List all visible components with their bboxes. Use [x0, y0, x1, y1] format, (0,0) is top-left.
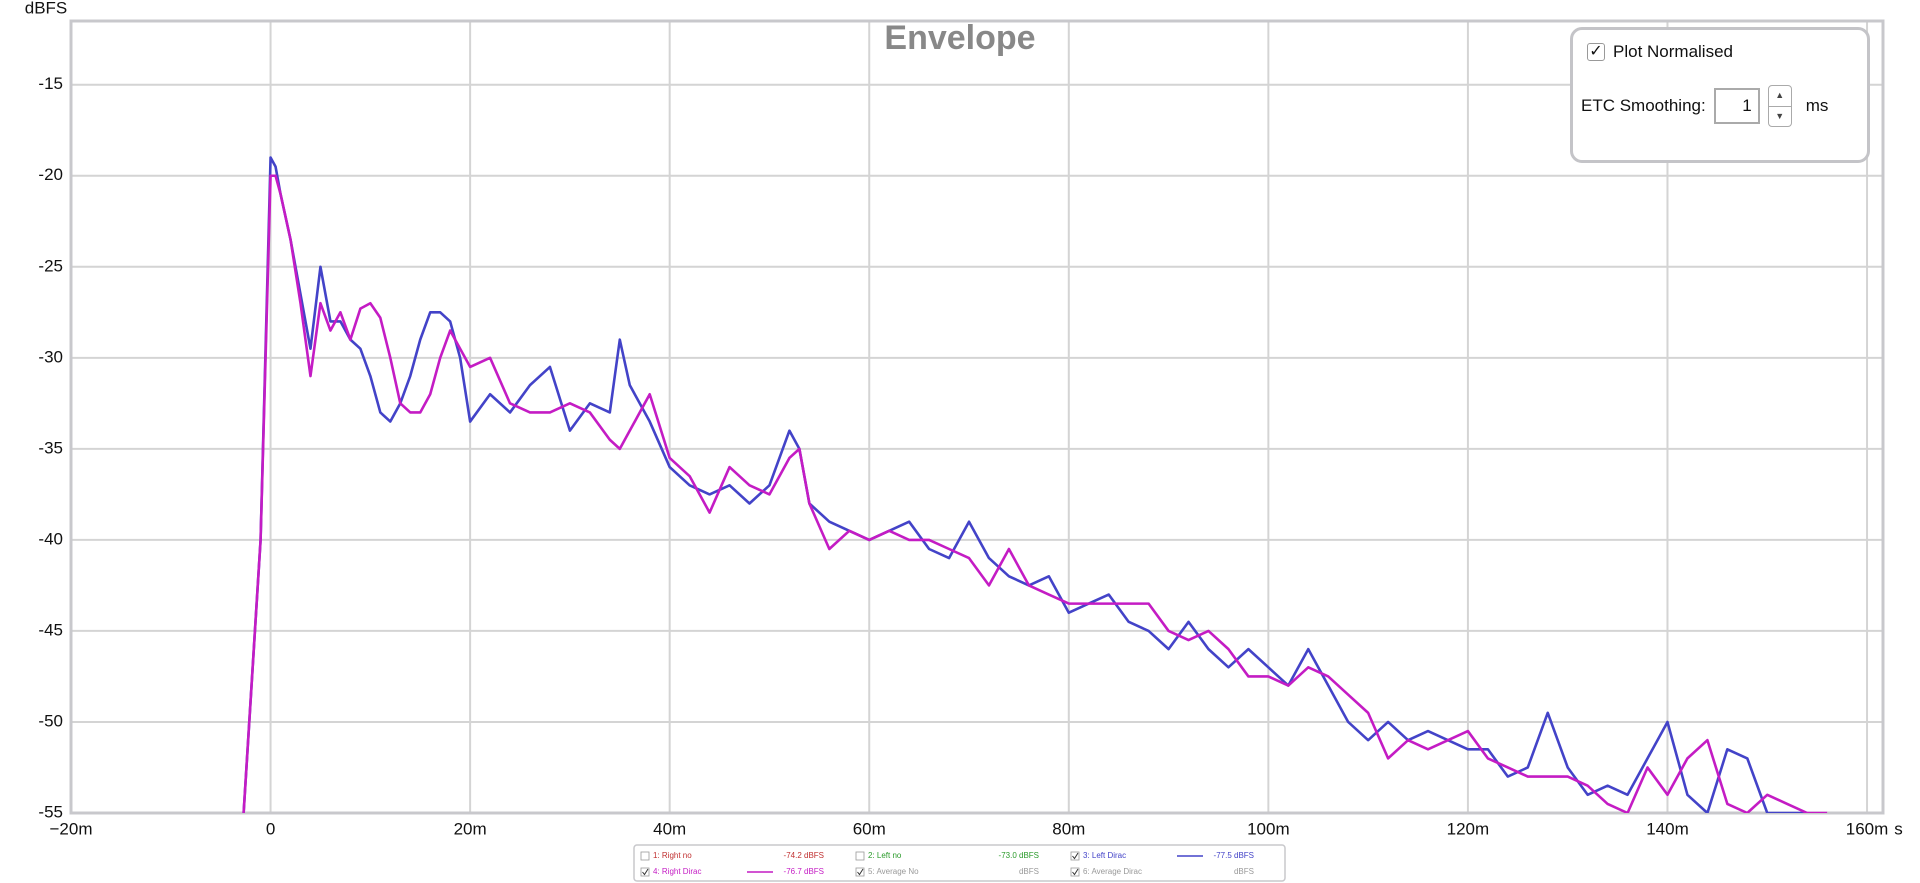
legend-check	[642, 868, 649, 876]
x-tick-label: 100m	[1247, 819, 1290, 838]
legend-checkbox[interactable]	[640, 867, 650, 877]
legend-checkbox[interactable]	[1070, 867, 1080, 877]
y-axis-label: dBFS	[25, 0, 68, 17]
legend-box	[633, 844, 1286, 882]
legend-label: 2: Left no	[868, 851, 902, 860]
plot-frame	[69, 19, 1885, 815]
y-tick-label: -20	[38, 165, 63, 184]
spinner[interactable]: ▲ ▼	[1767, 85, 1792, 127]
normalise-row: ✓ Plot Normalised	[1587, 42, 1733, 62]
x-tick-label: 80m	[1052, 819, 1085, 838]
y-tick-label: -45	[38, 620, 63, 639]
x-tick-label: 0	[266, 819, 275, 838]
legend-label: 6: Average Dirac	[1083, 867, 1142, 876]
legend-checkbox[interactable]	[855, 867, 865, 877]
legend-level: -73.0 dBFS	[999, 851, 1039, 860]
controls-panel: ✓ Plot Normalised ETC Smoothing: 1 ▲ ▼ ms	[1570, 27, 1870, 163]
legend-level: dBFS	[1019, 867, 1039, 876]
x-tick-label: 20m	[454, 819, 487, 838]
legend-label: 5: Average No	[868, 867, 919, 876]
y-tick-label: -50	[38, 711, 63, 730]
legend-label: 3: Left Dirac	[1083, 851, 1126, 860]
y-tick-label: -25	[38, 256, 63, 275]
spin-down[interactable]: ▼	[1768, 105, 1791, 127]
smoothing-input[interactable]: 1	[1713, 88, 1760, 124]
y-tick-label: -55	[38, 802, 63, 821]
data-line	[242, 174, 1828, 813]
smoothing-row: ETC Smoothing: 1 ▲ ▼ ms	[1581, 85, 1828, 127]
x-tick-label: 120m	[1447, 819, 1490, 838]
legend-checkbox[interactable]	[855, 851, 865, 861]
x-tick-label: 160m	[1846, 819, 1889, 838]
legend-check	[857, 868, 864, 876]
legend-level: -76.7 dBFS	[784, 867, 824, 876]
y-tick-label: -15	[38, 74, 63, 93]
chart-title: Envelope	[884, 19, 1035, 57]
y-tick-label: -30	[38, 347, 63, 366]
x-tick-label: −20m	[50, 819, 93, 838]
legend: 1: Right no -74.2 dBFS 2: Left no -73.0 dBF…	[633, 844, 1286, 882]
y-tick-label: -40	[38, 529, 63, 548]
spin-up[interactable]: ▲	[1775, 90, 1785, 100]
legend-label: 1: Right no	[653, 851, 692, 860]
y-tick-label: -35	[38, 438, 63, 457]
checkbox[interactable]: ✓	[1587, 43, 1605, 61]
x-tick-label: 140m	[1646, 819, 1689, 838]
smoothing-unit: ms	[1805, 96, 1829, 115]
x-tick-label: 60m	[853, 819, 886, 838]
checkbox-label[interactable]: Plot Normalised	[1613, 42, 1733, 61]
x-axis-label: s	[1894, 819, 1903, 838]
x-tick-label: 40m	[653, 819, 686, 838]
legend-check	[1072, 852, 1079, 860]
legend-level: dBFS	[1234, 867, 1254, 876]
legend-level: -77.5 dBFS	[1214, 851, 1254, 860]
legend-check	[1072, 868, 1079, 876]
legend-label: 4: Right Dirac	[653, 867, 701, 876]
data-line	[242, 156, 1808, 813]
legend-checkbox[interactable]	[1070, 851, 1080, 861]
smoothing-label: ETC Smoothing:	[1581, 96, 1706, 115]
legend-level: -74.2 dBFS	[784, 851, 824, 860]
legend-checkbox[interactable]	[640, 851, 650, 861]
